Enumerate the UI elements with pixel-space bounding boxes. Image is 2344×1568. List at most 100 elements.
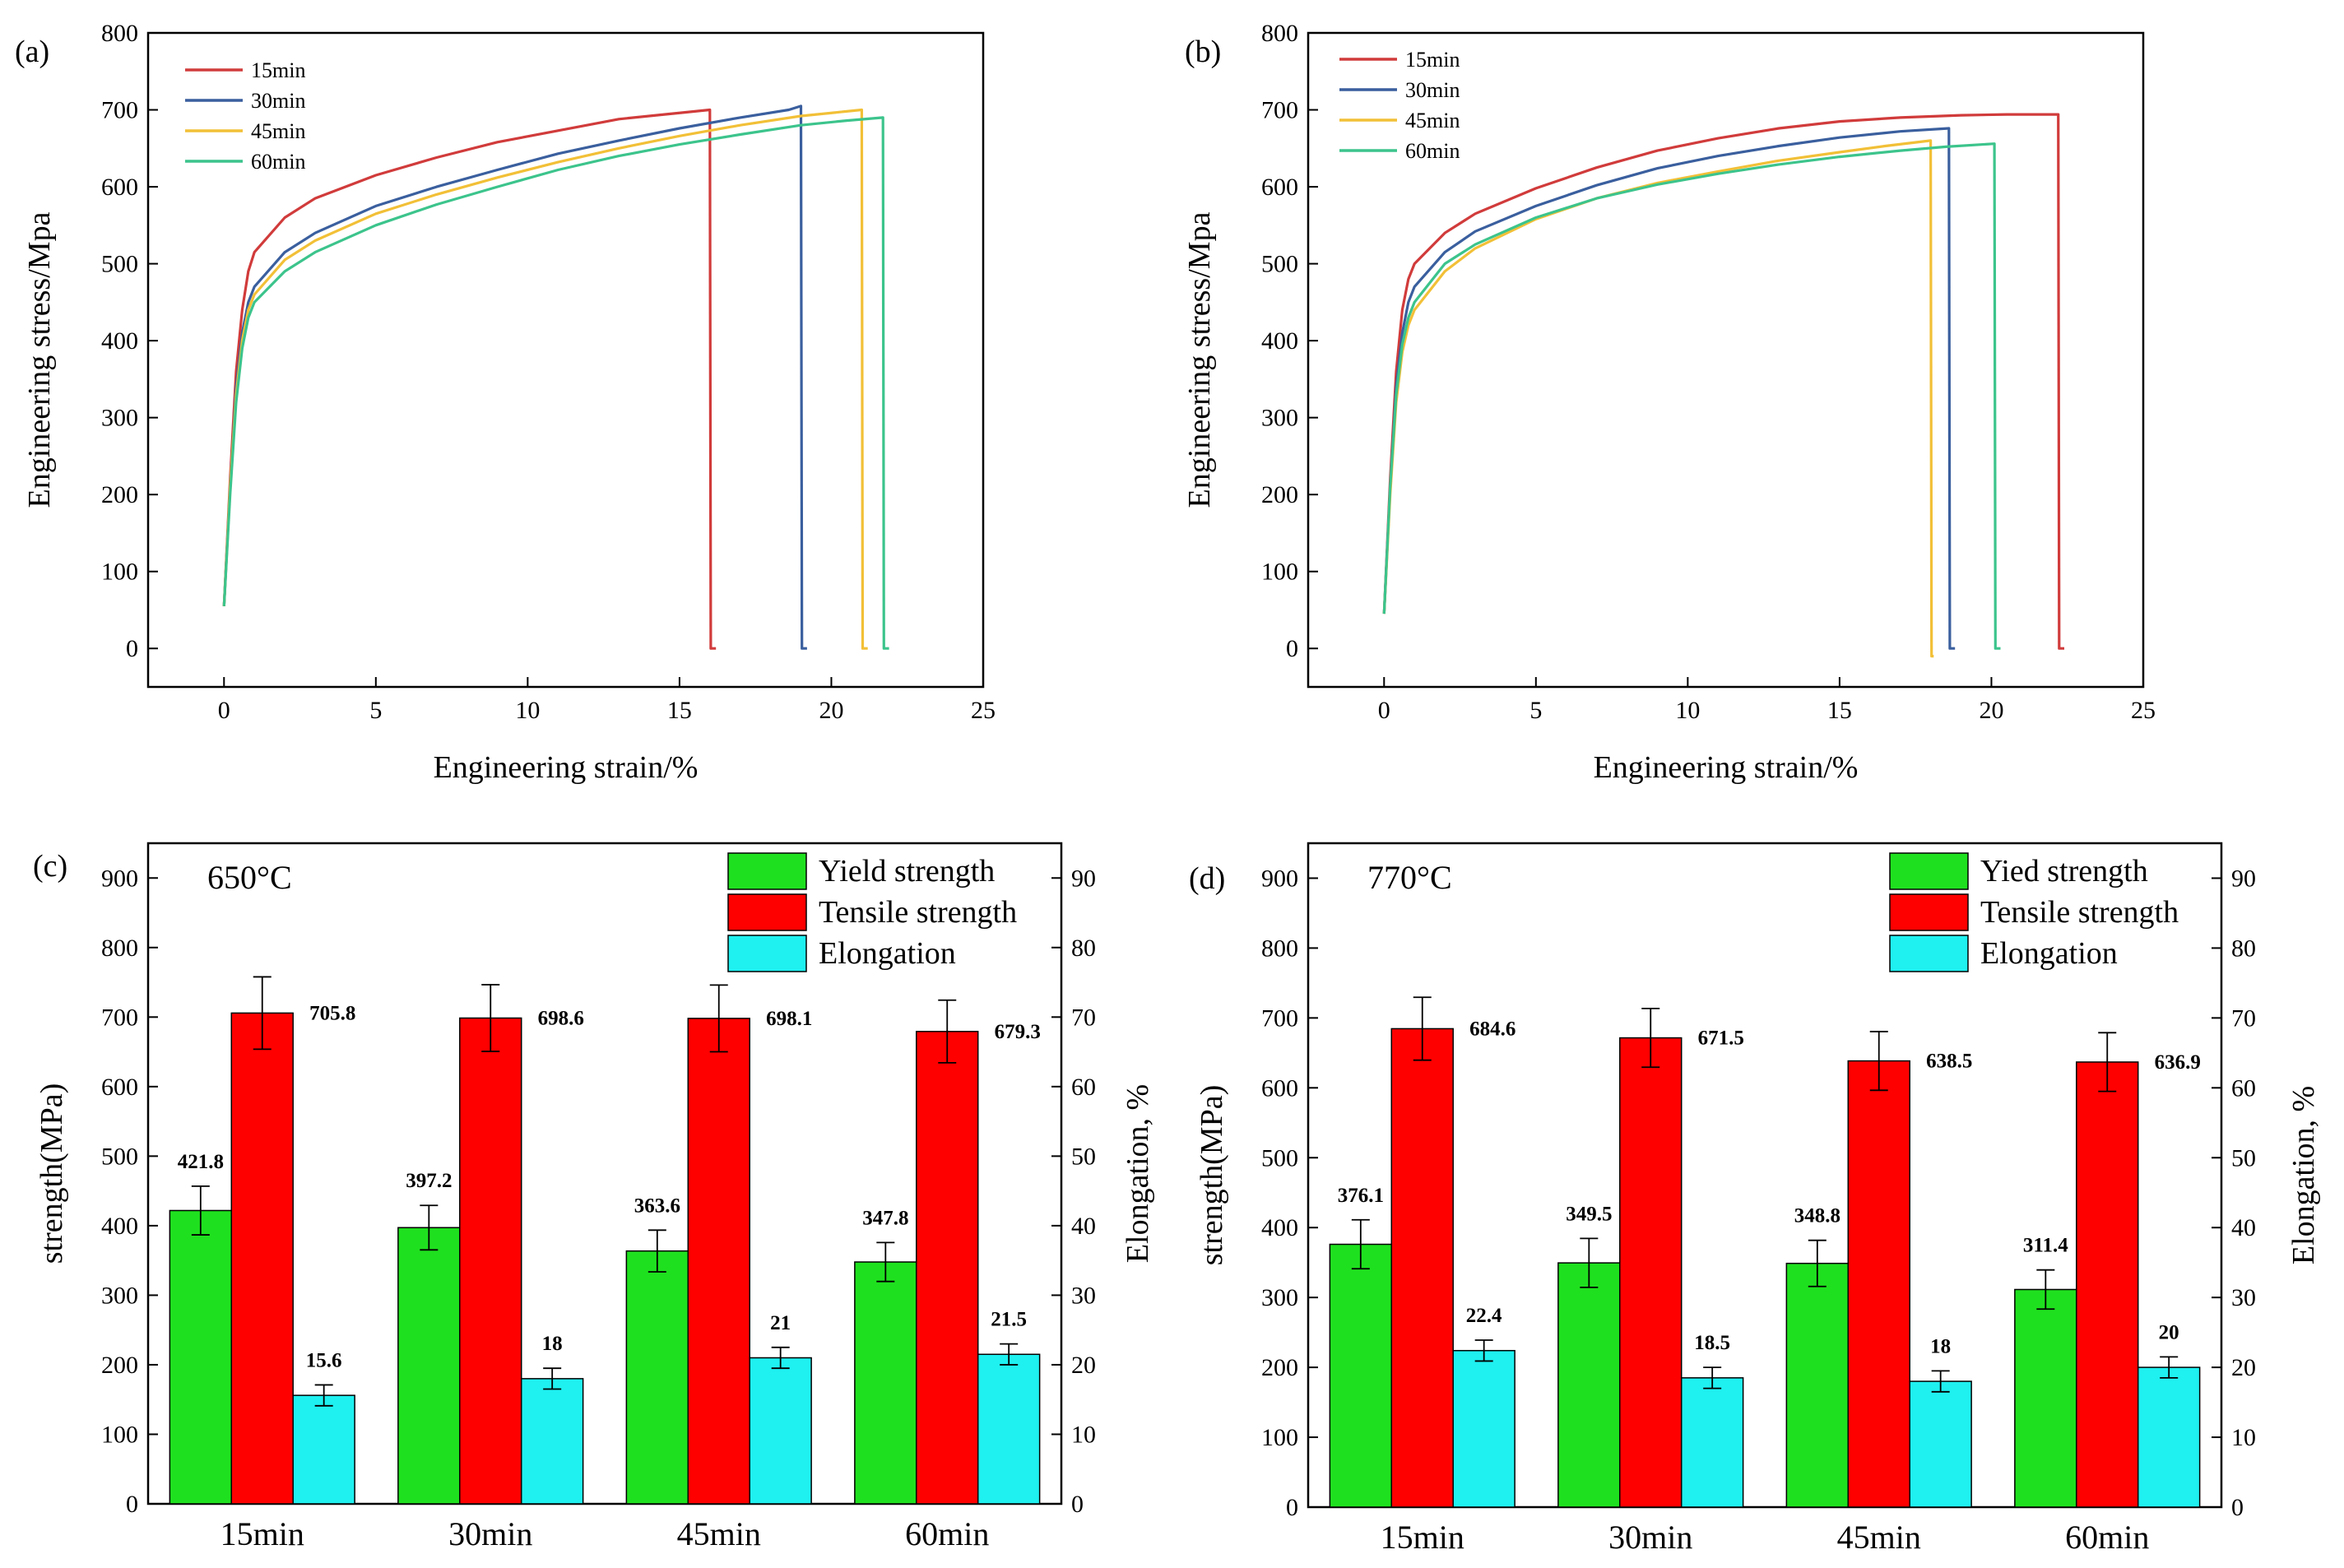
data-label: 376.1 [1338,1185,1384,1207]
panel-label: (b) [1185,35,1221,69]
bar-yield-strength [854,1261,917,1505]
legend-label: Elongation [1980,936,2118,971]
legend-swatch [1889,893,1969,931]
y2-axis-label: Elongation, % [2286,1086,2321,1264]
data-label: 638.5 [1926,1051,1972,1073]
y2-tick-label: 0 [2231,1494,2244,1521]
x-tick-label: 5 [369,697,382,724]
y-tick-label: 300 [101,1282,138,1309]
data-label: 21.5 [991,1309,1027,1331]
category-label: 60min [2065,1519,2149,1556]
data-label: 705.8 [309,1002,355,1024]
bar-chart-d: 0 100 200 300 400 500 600 700 800 900 0 10 20 30 40 50 6… [1189,842,2321,1556]
panel-label: (c) [33,849,67,884]
y2-tick-label: 80 [2231,935,2256,962]
y-tick-label: 600 [1261,1074,1298,1102]
x-tick-label: 5 [1529,697,1542,724]
data-label: 20 [2159,1321,2179,1343]
y-tick-label: 100 [1261,1424,1298,1451]
legend-label: 45min [1405,109,1460,132]
bar-tensile-strength [1619,1037,1683,1508]
series-line-60min [222,116,889,650]
bar-elongation [1909,1380,1972,1508]
y-tick-label: 500 [1261,251,1298,278]
bar-tensile-strength [459,1017,522,1505]
category-label: 30min [1608,1519,1692,1556]
series-line-30min [222,104,807,650]
temperature-annotation: 770°C [1367,859,1452,896]
y2-tick-label: 20 [2231,1354,2256,1381]
y-tick-label: 0 [1286,1494,1298,1521]
y-tick-label: 800 [101,20,138,47]
y-tick-label: 300 [101,405,138,432]
y2-tick-label: 60 [2231,1074,2256,1102]
y-tick-label: 600 [101,174,138,201]
y-axis-label: Engineering stress/Mpa [22,211,57,508]
data-label: 698.1 [766,1008,812,1030]
bar-elongation [2137,1366,2201,1508]
legend-label: 30min [1405,78,1460,102]
data-label: 698.6 [538,1007,584,1029]
temperature-annotation: 650°C [207,859,292,896]
y2-tick-label: 30 [2231,1284,2256,1311]
bar-elongation [1680,1377,1744,1508]
y2-tick-label: 40 [2231,1214,2256,1241]
x-tick-label: 20 [1979,697,2003,724]
y-axis-label: strength(MPa) [1195,1085,1229,1266]
y-axis-label: strength(MPa) [35,1083,69,1264]
y2-tick-label: 50 [2231,1144,2256,1171]
x-tick-label: 20 [819,697,843,724]
y2-tick-label: 60 [1071,1074,1096,1101]
data-label: 636.9 [2155,1051,2201,1074]
x-axis-label: Engineering strain/% [434,750,699,785]
legend-label: Tensile strength [1980,895,2179,930]
y-tick-label: 500 [101,1143,138,1170]
bar-yield-strength [169,1209,233,1505]
y-tick-label: 700 [1261,1004,1298,1032]
x-tick-label: 0 [1378,697,1390,724]
legend-label: 60min [1405,139,1460,163]
data-label: 18 [542,1333,563,1355]
bar-tensile-strength [1390,1028,1454,1508]
bar-yield-strength [625,1250,689,1505]
plot-frame [146,31,985,689]
y2-tick-label: 80 [1071,935,1096,962]
data-label: 671.5 [1698,1028,1744,1050]
y2-tick-label: 10 [1071,1421,1096,1448]
legend-label: 30min [251,89,305,113]
bar-tensile-strength [687,1018,750,1505]
y2-tick-label: 30 [1071,1282,1096,1309]
y-tick-label: 100 [1261,559,1298,586]
line-chart-a: 0 5 10 15 20 25 0 100 200 300 400 500 600 700 800 Engin… [15,20,996,785]
legend-label: Tensile strength [819,895,1017,930]
legend-label: Yield strength [819,854,995,888]
x-axis-label: Engineering strain/% [1594,750,1859,785]
series-line-30min [1382,127,1956,650]
data-label: 363.6 [634,1195,680,1217]
data-label: 311.4 [2023,1235,2068,1257]
y-tick-label: 600 [101,1074,138,1101]
y2-tick-label: 10 [2231,1424,2256,1451]
y2-tick-label: 90 [2231,865,2256,892]
data-label: 347.8 [862,1207,908,1229]
bar-tensile-strength [2076,1061,2139,1508]
y2-tick-label: 20 [1071,1352,1096,1379]
bar-yield-strength [397,1227,461,1505]
y-tick-label: 100 [101,559,138,586]
y-tick-label: 400 [1261,1214,1298,1241]
y-tick-label: 400 [101,327,138,355]
y-tick-label: 700 [101,97,138,124]
plot-frame [146,842,1063,1505]
data-label: 397.2 [406,1170,452,1192]
y2-tick-label: 70 [1071,1004,1096,1031]
x-tick-label: 25 [2131,697,2156,724]
bar-yied-strength [2014,1288,2077,1508]
y2-tick-label: 40 [1071,1213,1096,1240]
legend-swatch [727,852,807,890]
legend-swatch [1889,852,1969,890]
bar-elongation [749,1357,812,1505]
bar-chart-c: 0 100 200 300 400 500 600 700 800 900 0 10 20 30 40 50 6… [33,842,1155,1552]
y-tick-label: 800 [101,935,138,962]
series-line-45min [222,108,868,650]
category-label: 15min [220,1515,304,1552]
